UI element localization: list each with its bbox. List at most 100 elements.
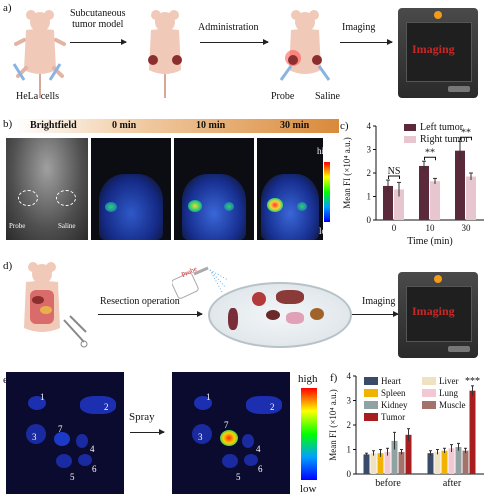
- organ-kidney: [266, 310, 280, 320]
- organ-liver: [276, 290, 304, 304]
- power-icon: [434, 275, 442, 283]
- x-tick-label: 30: [462, 223, 472, 233]
- bar-lung: [448, 448, 455, 474]
- y-tick-label: 0: [367, 215, 372, 225]
- legend-label: Liver: [439, 376, 459, 386]
- legend-swatch: [422, 401, 436, 409]
- bar-lung: [384, 451, 391, 474]
- power-icon: [434, 11, 442, 19]
- bar-heart: [427, 453, 434, 474]
- mouse-illustration: [14, 10, 66, 98]
- fluorescence-image-30min: [257, 138, 323, 240]
- x-tick-label: 0: [392, 223, 397, 233]
- y-tick-label: 0: [347, 469, 352, 479]
- bar-right-tumor: [430, 181, 440, 220]
- y-tick-label: 2: [347, 420, 352, 430]
- fluorescence-image-0min: [91, 138, 171, 240]
- y-axis-label: Mean FI (×10⁴ a.u.): [328, 389, 338, 460]
- chart-organ-fluorescence: 0 1 2 3 4 before after *** Mean FI (×10⁴ a.u.) He…: [328, 371, 484, 489]
- x-axis-label: Time (min): [407, 236, 452, 247]
- y-tick-label: 1: [347, 445, 352, 455]
- scale-low-label: low: [319, 226, 333, 236]
- petri-dish: [208, 282, 352, 348]
- legend-swatch: [404, 124, 416, 131]
- syringe-icon: [12, 63, 62, 81]
- spray-arrow: [130, 429, 165, 435]
- bar-tumor: [405, 434, 412, 474]
- probe-label: Probe: [271, 91, 295, 102]
- significance-label: **: [461, 127, 471, 138]
- organ-number-5: 5: [70, 472, 75, 482]
- legend-swatch: [404, 136, 416, 143]
- y-tick-label: 3: [367, 145, 372, 155]
- probe-label: Probe: [9, 222, 26, 230]
- panel-label-c: c): [340, 120, 349, 132]
- organ-number-1: 1: [206, 392, 211, 402]
- organ-number-2: 2: [104, 402, 109, 412]
- saline-label: Saline: [58, 222, 76, 230]
- legend-swatch: [422, 389, 436, 397]
- y-tick-label: 4: [367, 121, 372, 131]
- probe-spray-bottle-icon: [172, 266, 229, 299]
- bar-tumor: [469, 390, 476, 474]
- color-scale-bar: [324, 162, 330, 222]
- legend-swatch: [364, 377, 378, 385]
- legend-label: Tumor: [381, 412, 405, 422]
- y-tick-label: 2: [367, 168, 372, 178]
- bar-muscle: [462, 450, 469, 474]
- step-arrow: [70, 39, 127, 45]
- x-tick-label: 10: [426, 223, 436, 233]
- bar-spleen: [441, 450, 448, 474]
- significance-bracket: [424, 156, 436, 161]
- spray-label: Spray: [129, 411, 155, 423]
- header-10min: 10 min: [196, 120, 226, 131]
- bar-left-tumor: [419, 165, 429, 220]
- panel-label-f: f): [330, 372, 338, 384]
- imaging-label-d: Imaging: [362, 296, 396, 307]
- legend-label: Right tumor: [420, 134, 469, 145]
- legend-swatch: [364, 401, 378, 409]
- scale-high-label: high: [317, 146, 334, 156]
- bar-muscle: [398, 451, 405, 474]
- legend-swatch: [422, 377, 436, 385]
- step-arrow: [340, 39, 393, 45]
- header-30min: 30 min: [280, 120, 310, 131]
- legend-label: Muscle: [439, 400, 466, 410]
- bar-left-tumor: [383, 185, 393, 220]
- imaging-system: Imaging: [398, 272, 478, 358]
- organ-number-1: 1: [40, 392, 45, 402]
- panel-label-b: b): [3, 118, 13, 130]
- organ-number-6: 6: [258, 464, 263, 474]
- legend-swatch: [364, 389, 378, 397]
- step-administration-label: Administration: [198, 22, 259, 33]
- organ-image-before: 1 2 3 7 4 6 5: [6, 372, 124, 494]
- bar-heart: [363, 454, 370, 474]
- imager-text: Imaging: [412, 304, 455, 318]
- bar-left-tumor: [455, 150, 465, 220]
- significance-label: NS: [388, 166, 401, 177]
- organ-heart: [252, 292, 266, 306]
- y-tick-label: 4: [347, 371, 352, 381]
- y-tick-label: 1: [367, 192, 372, 202]
- bar-liver: [434, 451, 441, 474]
- chart-left-right-tumor: 0 1 2 3 4 0 NS 10 ** 30 ** Time (min) Mean FI (×10⁴ …: [342, 121, 484, 247]
- bar-right-tumor: [466, 176, 476, 220]
- fluorescence-image-10min: [174, 138, 254, 240]
- hela-cells-label: HeLa cells: [16, 91, 60, 102]
- step-subcutaneous-label: Subcutaneous tumor model: [70, 8, 126, 30]
- y-axis-label: Mean FI (×10⁴ a.u.): [342, 137, 352, 208]
- resection-label: Resection operation: [100, 296, 180, 307]
- step-arrow: [352, 311, 399, 317]
- significance-bracket: [388, 175, 400, 180]
- step-arrow: [98, 311, 203, 317]
- scale-low-label: low: [300, 483, 317, 495]
- y-tick-label: 3: [347, 396, 352, 406]
- organ-number-6: 6: [92, 464, 97, 474]
- imager-text: Imaging: [412, 42, 455, 56]
- significance-label: ***: [465, 376, 480, 387]
- legend-label: Heart: [381, 376, 401, 386]
- injected-mouse-illustration: [279, 10, 331, 81]
- legend-label: Spleen: [381, 388, 406, 398]
- x-tick-label: before: [375, 478, 401, 489]
- organ-number-4: 4: [256, 444, 261, 454]
